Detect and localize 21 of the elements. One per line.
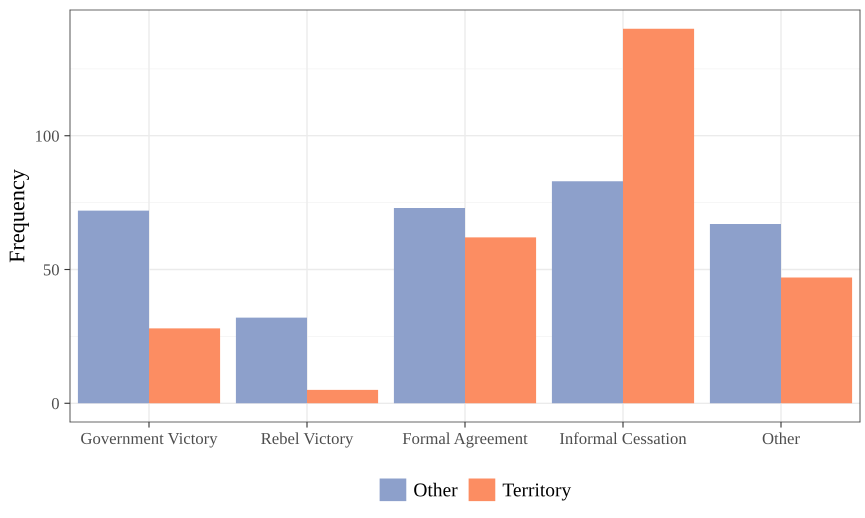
legend-label: Other	[414, 482, 458, 496]
legend-label: Territory	[502, 483, 572, 500]
bar	[78, 210, 149, 404]
bar	[552, 181, 623, 404]
bar	[394, 208, 465, 404]
bar	[623, 28, 694, 404]
x-tick-label: Government Victory	[81, 432, 218, 448]
bar	[781, 278, 852, 404]
bar	[307, 390, 378, 404]
x-tick-label: Formal Agreement	[402, 432, 528, 448]
y-tick-label: 0	[52, 398, 59, 410]
y-axis-title: Frequency	[10, 169, 30, 262]
bar	[465, 237, 536, 404]
x-tick-label: Rebel Victory	[261, 432, 354, 448]
y-tick-label: 100	[36, 130, 59, 142]
x-tick-label: Informal Cessation	[560, 432, 686, 444]
y-tick-label: 50	[44, 264, 59, 276]
bar	[149, 328, 220, 404]
x-tick-label: Other	[762, 432, 800, 444]
bar	[236, 318, 307, 404]
bar	[710, 224, 781, 404]
